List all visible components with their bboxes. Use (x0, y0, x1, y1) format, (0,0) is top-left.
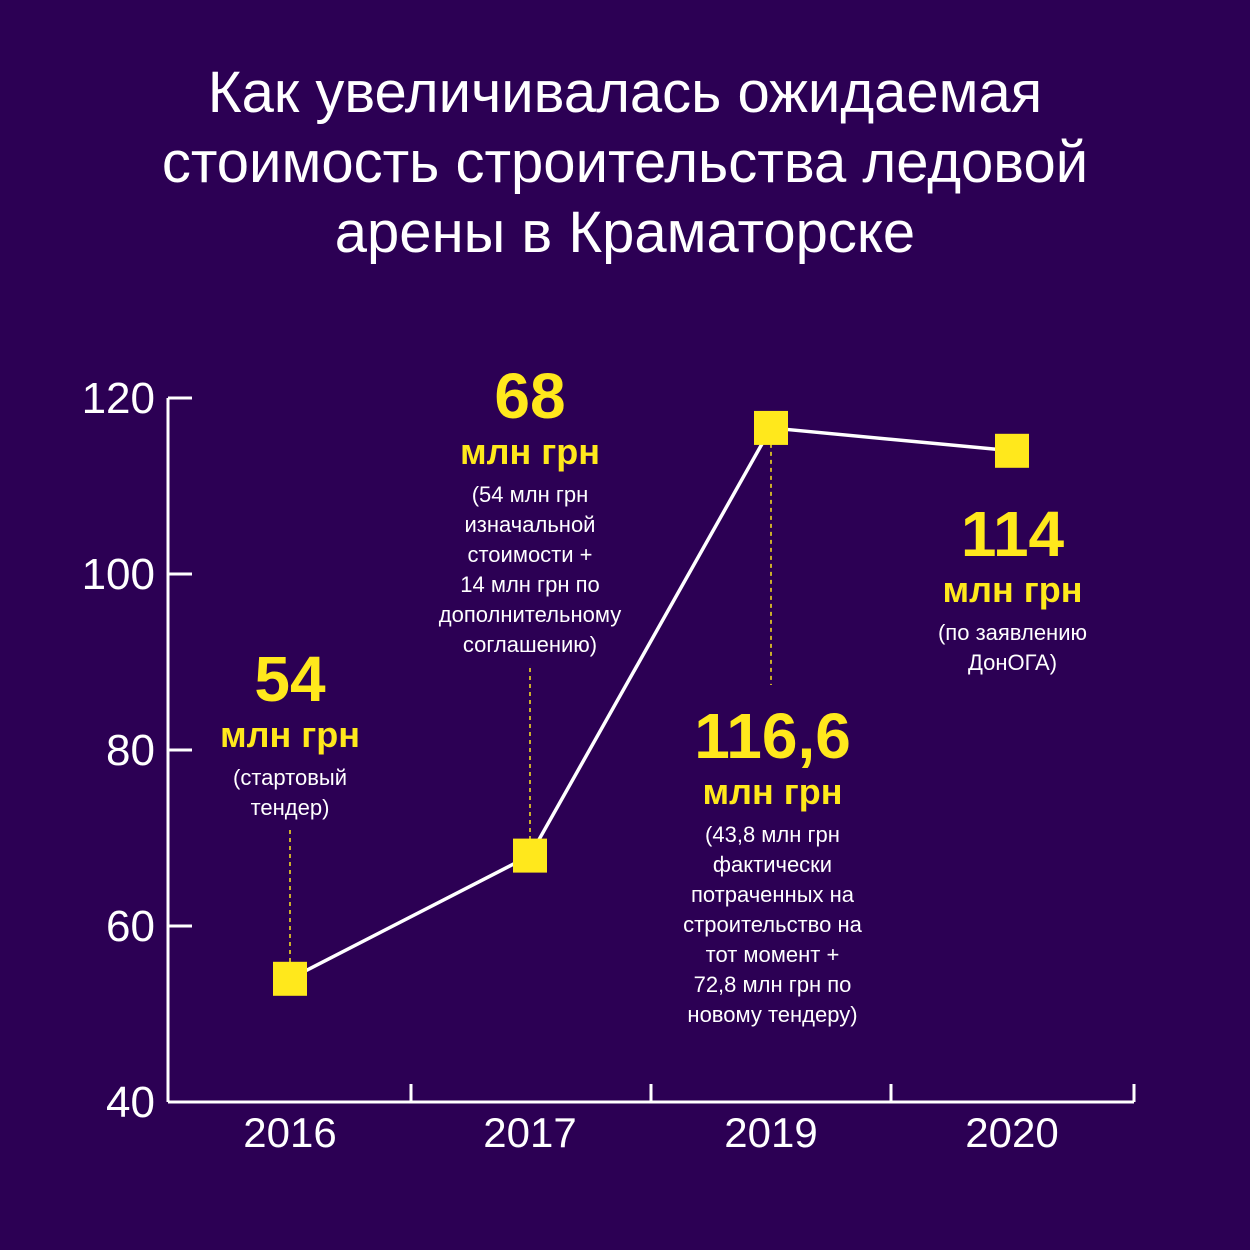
chart-title: Как увеличивалась ожидаемая стоимость ст… (0, 58, 1250, 268)
annotation-unit-2019: млн грн (702, 771, 843, 812)
note-line: строительство на (683, 912, 862, 937)
annotation-2019: 116,6 млн грн (43,8 млн грн фактически п… (640, 702, 905, 1030)
note-line: соглашению) (462, 632, 598, 657)
note-line: новому тендеру) (687, 1002, 858, 1027)
x-tick-label: 2020 (965, 1109, 1058, 1156)
data-point (513, 838, 547, 873)
annotation-unit-2020: млн грн (942, 569, 1083, 610)
data-point (754, 410, 788, 445)
annotation-value-2017: 68 (494, 360, 566, 432)
note-line: (43,8 млн грн (705, 822, 840, 847)
y-tick-label: 40 (106, 1078, 155, 1127)
annotation-2017: 68 млн грн (54 млн грн изначальной стоим… (400, 362, 660, 660)
note-line: 72,8 млн грн по (693, 972, 852, 997)
note-line: 14 млн грн по (460, 572, 600, 597)
note-line: (по заявлению (937, 620, 1087, 645)
data-point (273, 961, 307, 996)
note-line: ДонОГА) (967, 650, 1058, 675)
title-line-2: стоимость строительства ледовой (161, 130, 1089, 195)
note-line: дополнительному (438, 602, 622, 627)
note-line: (54 млн грн (471, 482, 589, 507)
note-line: стоимости + (467, 542, 593, 567)
y-tick-label: 100 (82, 550, 155, 599)
y-tick-label: 80 (106, 726, 155, 775)
x-tick-label: 2019 (724, 1109, 817, 1156)
annotation-2016: 54 млн грн (стартовый тендер) (190, 645, 390, 823)
note-line: изначальной (464, 512, 596, 537)
annotation-unit-2016: млн грн (220, 714, 360, 755)
annotation-value-2016: 54 (254, 643, 326, 715)
annotation-value-2019: 116,6 (694, 700, 851, 772)
note-line: тендер) (250, 795, 330, 820)
y-tick-label: 120 (82, 374, 155, 423)
annotation-2020: 114 млн грн (по заявлению ДонОГА) (900, 500, 1125, 678)
x-tick-label: 2017 (483, 1109, 576, 1156)
annotation-note-2020: (по заявлению ДонОГА) (900, 618, 1125, 678)
note-line: (стартовый (233, 765, 347, 790)
series-line (289, 426, 1013, 981)
data-point (995, 433, 1029, 468)
y-tick-label: 60 (106, 902, 155, 951)
annotation-unit-2017: млн грн (460, 431, 600, 472)
title-line-1: Как увеличивалась ожидаемая (207, 60, 1043, 125)
annotation-value-2020: 114 (960, 498, 1065, 570)
title-line-3: арены в Краматорске (334, 200, 916, 265)
annotation-note-2017: (54 млн грн изначальной стоимости + 14 м… (400, 480, 660, 660)
annotation-note-2016: (стартовый тендер) (190, 763, 390, 823)
annotation-note-2019: (43,8 млн грн фактически потраченных на … (640, 820, 905, 1030)
note-line: фактически (712, 852, 833, 877)
note-line: потраченных на (690, 882, 855, 907)
x-tick-label: 2016 (243, 1109, 336, 1156)
note-line: тот момент + (705, 942, 840, 967)
